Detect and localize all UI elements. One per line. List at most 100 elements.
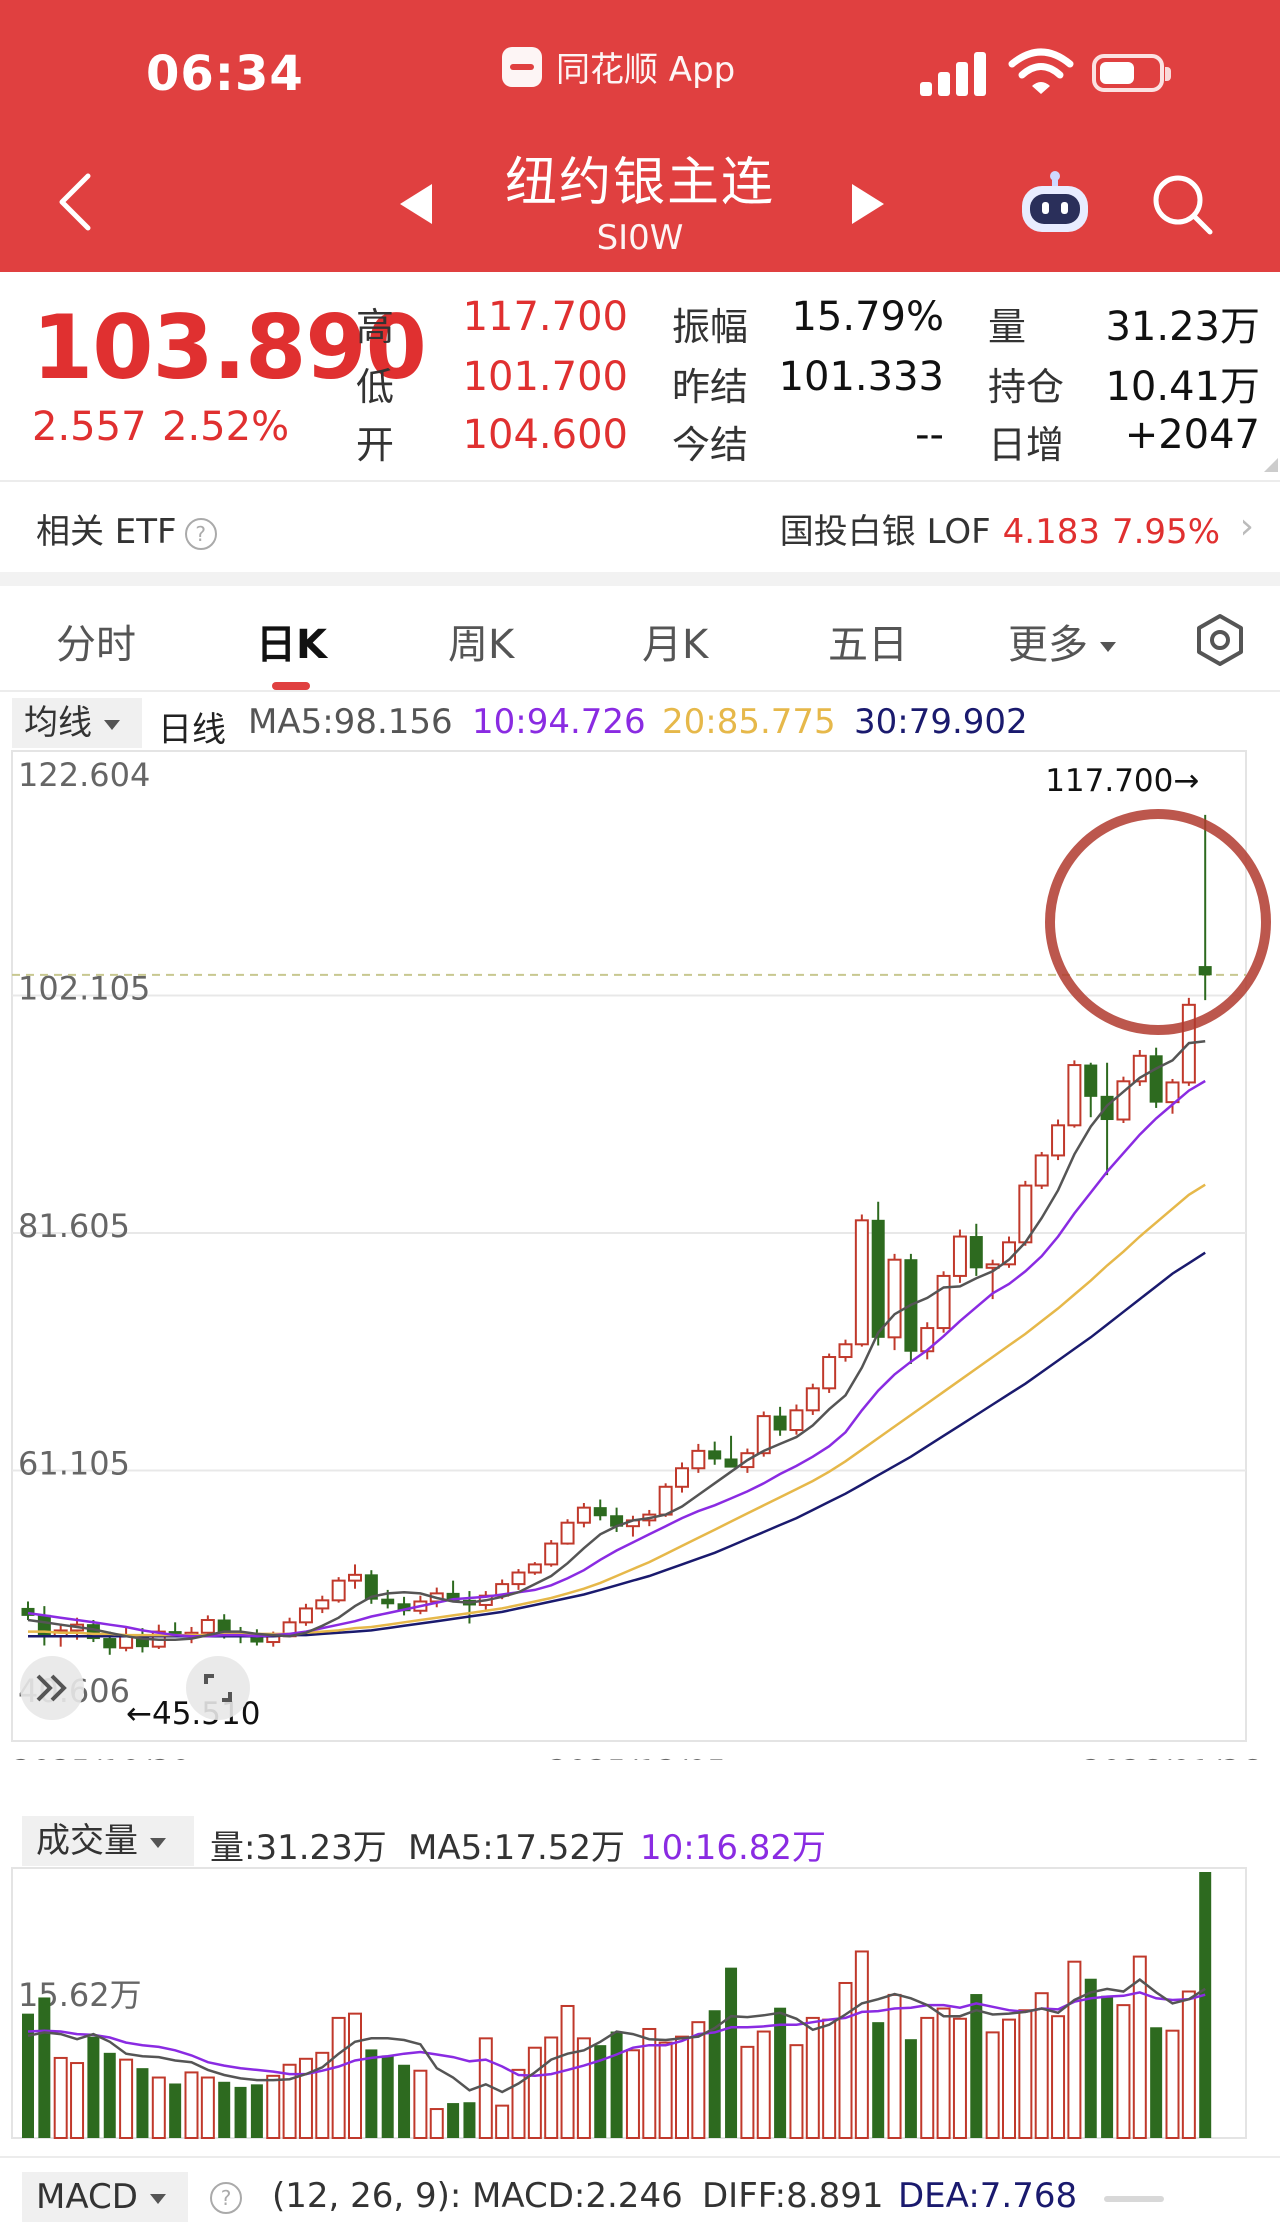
quote-label: 振幅 [672,305,749,349]
macd-dropdown[interactable]: MACD [22,2172,188,2222]
ma10-line [27,1079,1206,1638]
ma-dropdown[interactable]: 均线 [12,698,142,748]
candle-down [381,1598,395,1605]
volume-bar-up [478,2037,493,2139]
ma5-legend: MA5:98.156 [248,702,453,742]
x-tick-label: 2026/01/26 [1082,1754,1261,1760]
quote-label: 开 [356,423,395,467]
help-icon[interactable]: ? [184,517,217,550]
robot-assistant-icon[interactable] [1018,170,1092,234]
volume-bar-up [952,2017,967,2139]
fullscreen-button[interactable] [186,1656,250,1720]
divider [0,480,1280,482]
candle-up [527,1563,542,1574]
volume-bar-down [381,2055,394,2138]
tab-intraday[interactable]: 分时 [56,622,136,668]
candle-up [1165,1081,1180,1104]
volume-bar-down [872,2022,885,2138]
macd-dea: DEA:7.768 [898,2176,1078,2216]
caret-down-icon [104,719,120,730]
ma20-legend: 20:85.775 [662,702,836,742]
volume-bar-up [151,2076,166,2139]
volume-bar-up [756,2030,771,2139]
prev-contract-icon[interactable] [400,184,432,224]
volume-bar-up [1002,2018,1016,2139]
volume-bar-down [234,2086,247,2138]
candle-down [593,1507,607,1517]
volume-bar-up [985,2031,1000,2139]
chevron-right-icon[interactable]: › [1239,506,1254,547]
quote-label: 高 [356,305,395,349]
expand-corner-icon[interactable] [1264,458,1278,472]
search-icon[interactable] [1150,172,1216,238]
candle-up [854,1219,869,1346]
next-contract-icon[interactable] [852,184,884,224]
candle-down [724,1458,738,1468]
tab-monthly-k[interactable]: 月K [642,622,709,668]
volume-bar-down [463,2102,476,2138]
back-icon[interactable] [58,172,92,232]
candle-up [1051,1124,1066,1157]
vol_ma5-line [27,1978,1206,2094]
caret-down-icon [150,1837,166,1848]
quote-value: 31.23万 [1105,304,1260,350]
volume-bar-up [495,2104,510,2139]
tab-weekly-k[interactable]: 周K [448,622,515,668]
candle-down [21,1607,35,1616]
volume-bar-down [38,1997,51,2138]
volume-bar-up [1034,1992,1049,2140]
app-logo-icon [502,46,542,87]
x-tick-label: 2025/12/05 [548,1754,727,1760]
price-change: 2.557 [32,404,147,450]
expand-left-button[interactable] [20,1656,84,1720]
last-price: 103.890 [32,296,427,399]
volume-bar-down [365,2049,378,2138]
related-etf-label[interactable]: 相关 ETF? [36,504,217,553]
volume-bar-up [544,2036,559,2139]
volume-bar-up [576,2037,591,2139]
volume-bar-up [822,2018,837,2139]
candle-down [103,1638,117,1649]
price-change-pct: 2.52% [162,404,290,450]
tab-five-day[interactable]: 五日 [828,622,908,668]
related-etf-item[interactable]: 国投白银 LOF 4.183 7.95% [780,504,1220,553]
app-badge: 同花顺 App [502,42,735,91]
caret-down-icon [149,2193,166,2204]
candle-up [511,1571,526,1586]
tab-more[interactable]: 更多 [1008,612,1116,670]
candle-down [708,1450,722,1460]
volume-bar-down [774,2007,787,2138]
volume-bar-up [838,1981,853,2139]
candle-down [1149,1055,1163,1103]
quote-label: 今结 [672,423,749,467]
volume-bar-up [1116,2004,1131,2139]
volume-bar-down [970,1994,983,2138]
y-tick-label: 81.605 [18,1207,130,1245]
x-tick-label: 2025/10/20 [12,1754,191,1760]
volume-bar-down [610,2031,623,2138]
volume-bar-up [298,2057,313,2139]
candle-up [348,1573,362,1582]
y-tick-label: 122.604 [18,756,150,794]
volume-bar-up [53,2056,68,2139]
volume-ma10-legend: 10:16.82万 [640,1828,827,1868]
volume-bar-up [348,2012,362,2140]
volume-bar-up [1067,1960,1082,2139]
tab-daily-k[interactable]: 日K [256,622,327,668]
candle-up [805,1387,820,1412]
candlestick-chart[interactable]: 122.604102.10581.60561.10540.606117.700→… [0,750,1280,1760]
candle-up [560,1521,575,1545]
settings-icon[interactable] [1192,612,1248,668]
volume-dropdown[interactable]: 成交量 [22,1816,194,1866]
volume-bar-up [920,2016,935,2140]
quote-value: 104.600 [462,412,628,458]
candle-up [789,1409,804,1432]
volume-bar-up [805,2016,820,2140]
macd-help-icon[interactable]: ? [210,2176,242,2216]
candle-down [1100,1095,1114,1121]
volume-chart[interactable]: 15.62万 [0,1866,1280,2140]
candle-up [887,1258,902,1339]
volume-bar-up [936,2007,951,2139]
volume-bar-up [789,2044,804,2139]
volume-bar-up [413,2069,428,2140]
